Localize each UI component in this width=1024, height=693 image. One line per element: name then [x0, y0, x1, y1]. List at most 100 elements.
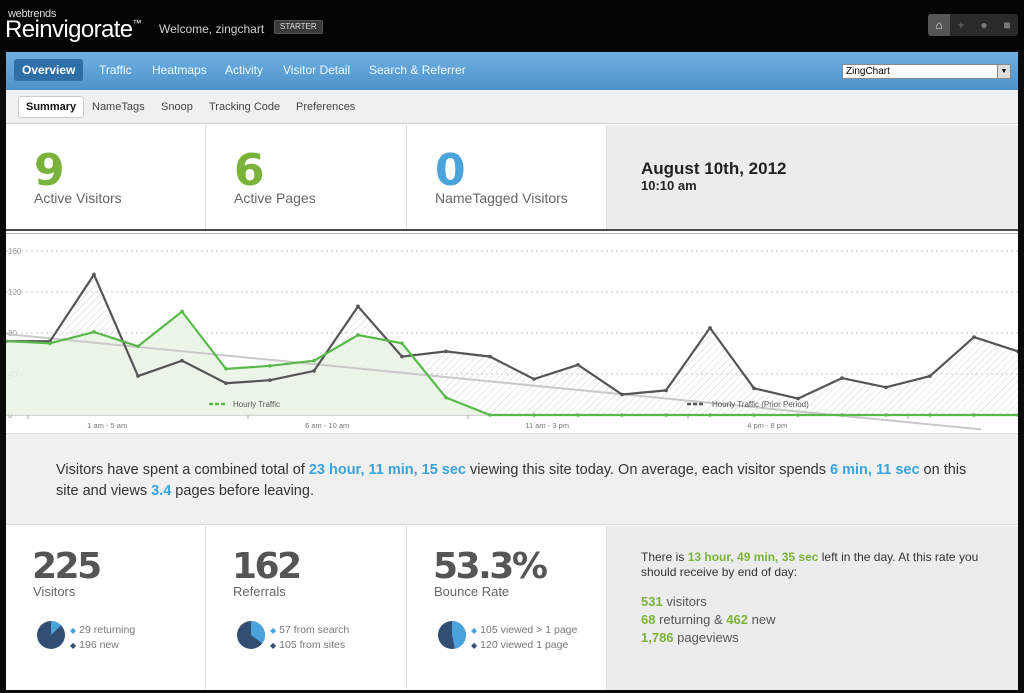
prior-point — [224, 381, 228, 386]
traffic-point — [312, 358, 316, 363]
chevron-down-icon[interactable]: ▼ — [997, 65, 1010, 78]
y-tick-label: 80 — [8, 329, 17, 338]
prior-point — [444, 349, 448, 354]
prior-point — [312, 369, 316, 373]
bounce-pie — [438, 621, 466, 649]
bounce-label: Bounce Rate — [434, 584, 510, 599]
trend-line — [6, 333, 982, 431]
prior-point — [972, 335, 976, 339]
visitors-new: ◆ 196 new — [70, 639, 119, 651]
tab-snoop[interactable]: Snoop — [161, 101, 193, 113]
welcome-text: Welcome, zingchart — [159, 22, 265, 36]
visitors-pie — [37, 621, 65, 649]
referrals-sites: ◆ 105 from sites — [270, 639, 346, 651]
tab-summary[interactable]: Summary — [18, 96, 85, 118]
prior-point — [532, 377, 536, 381]
current-time: 10:10 am — [641, 178, 697, 193]
prior-point — [356, 304, 360, 309]
site-select[interactable]: ZingChart ▼ — [842, 64, 1011, 79]
referrals-pie — [237, 621, 265, 649]
diamond-icon: ◆ — [270, 641, 277, 650]
projection-panel: There is 13 hour, 49 min, 35 sec left in… — [607, 526, 1018, 690]
diamond-icon: ◆ — [471, 626, 478, 635]
visitors-value: 225 — [32, 546, 102, 587]
prior-point — [840, 376, 844, 380]
prior-point — [752, 386, 756, 391]
referrals-value: 162 — [232, 546, 302, 587]
nav-heatmaps[interactable]: Heatmaps — [152, 63, 207, 77]
bounce-value: 53.3% — [433, 546, 548, 587]
x-tick-label: 4 pm - 8 pm — [747, 421, 787, 430]
prior-point — [180, 358, 184, 363]
header-icon-group: ⌂ + ● ■ — [928, 14, 1018, 36]
stat-nametagged[interactable]: 0 NameTagged Visitors — [407, 125, 607, 229]
traffic-point — [1016, 413, 1018, 417]
current-date: August 10th, 2012 — [641, 159, 787, 178]
plan-badge[interactable]: STARTER — [274, 20, 323, 34]
pie-slice — [452, 621, 466, 649]
bounce-single-page: ◆ 120 viewed 1 page — [471, 639, 569, 651]
tab-tracking-code[interactable]: Tracking Code — [209, 101, 281, 113]
traffic-point — [620, 413, 624, 417]
top-bar: webtrends Reinvigorate™ Welcome, zingcha… — [0, 0, 1024, 50]
diamond-icon: ◆ — [70, 626, 77, 635]
traffic-point — [356, 333, 360, 337]
traffic-point — [444, 395, 448, 400]
bounce-multi-page: ◆ 105 viewed > 1 page — [471, 624, 578, 636]
logo-webtrends: webtrends — [8, 8, 57, 20]
prior-point — [928, 374, 932, 378]
kpi-bounce-rate[interactable]: 53.3% Bounce Rate ◆ 105 viewed > 1 page ◆… — [407, 526, 607, 690]
nav-visitor-detail[interactable]: Visitor Detail — [283, 63, 351, 77]
tab-nametags[interactable]: NameTags — [92, 101, 145, 113]
time-left: 13 hour, 49 min, 35 sec — [687, 550, 819, 564]
active-pages-label: Active Pages — [234, 190, 316, 206]
traffic-point — [664, 413, 668, 417]
tab-preferences[interactable]: Preferences — [296, 101, 356, 113]
logo-reinvigorate[interactable]: Reinvigorate™ — [5, 16, 142, 43]
traffic-point — [136, 344, 140, 349]
home-icon[interactable]: ⌂ — [928, 14, 950, 36]
traffic-point — [180, 309, 184, 314]
traffic-point — [92, 330, 96, 334]
nav-traffic[interactable]: Traffic — [99, 63, 132, 77]
projection-returning-new: 68 returning & 462 new — [641, 612, 776, 627]
prior-point — [796, 396, 800, 401]
stat-active-pages[interactable]: 6 Active Pages — [206, 125, 407, 229]
traffic-point — [708, 413, 712, 417]
date-panel: August 10th, 2012 10:10 am — [607, 125, 1018, 229]
y-tick-label: 120 — [8, 288, 22, 297]
traffic-point — [752, 413, 756, 417]
prior-point — [268, 378, 272, 382]
traffic-point — [532, 413, 536, 417]
nametagged-label: NameTagged Visitors — [435, 190, 568, 206]
kpi-visitors[interactable]: 225 Visitors ◆ 29 returning ◆ 196 new — [6, 526, 206, 690]
sub-nav: Summary NameTags Snoop Tracking Code Pre… — [6, 90, 1018, 124]
plus-icon[interactable]: + — [957, 18, 965, 32]
diamond-icon: ◆ — [471, 641, 478, 650]
kpi-referrals[interactable]: 162 Referrals ◆ 57 from search ◆ 105 from … — [206, 526, 407, 690]
site-select-value: ZingChart — [846, 66, 890, 77]
avg-time: 6 min, 11 sec — [830, 462, 920, 478]
nav-search-referrer[interactable]: Search & Referrer — [369, 63, 466, 77]
traffic-point — [488, 413, 492, 417]
y-tick-label: 160 — [8, 247, 22, 256]
prior-point — [620, 392, 624, 397]
referrals-search: ◆ 57 from search — [270, 624, 350, 636]
stat-active-visitors[interactable]: 9 Active Visitors — [6, 125, 206, 229]
x-tick-label: 11 am - 3 pm — [525, 421, 569, 430]
users-icon[interactable]: ● — [980, 18, 988, 32]
lock-icon[interactable]: ■ — [1003, 18, 1011, 32]
nav-overview[interactable]: Overview — [14, 59, 84, 81]
projection-pageviews: 1,786 pageviews — [641, 630, 739, 645]
diamond-icon: ◆ — [70, 641, 77, 650]
pages-per-visit: 3.4 — [151, 483, 172, 499]
pie-slice — [251, 621, 265, 644]
nav-activity[interactable]: Activity — [225, 63, 264, 77]
pie-slice — [51, 621, 62, 635]
traffic-point — [268, 364, 272, 368]
summary-text: Visitors have spent a combined total of … — [56, 462, 967, 499]
projection-visitors: 531 visitors — [641, 594, 707, 609]
prior-point — [708, 326, 712, 330]
